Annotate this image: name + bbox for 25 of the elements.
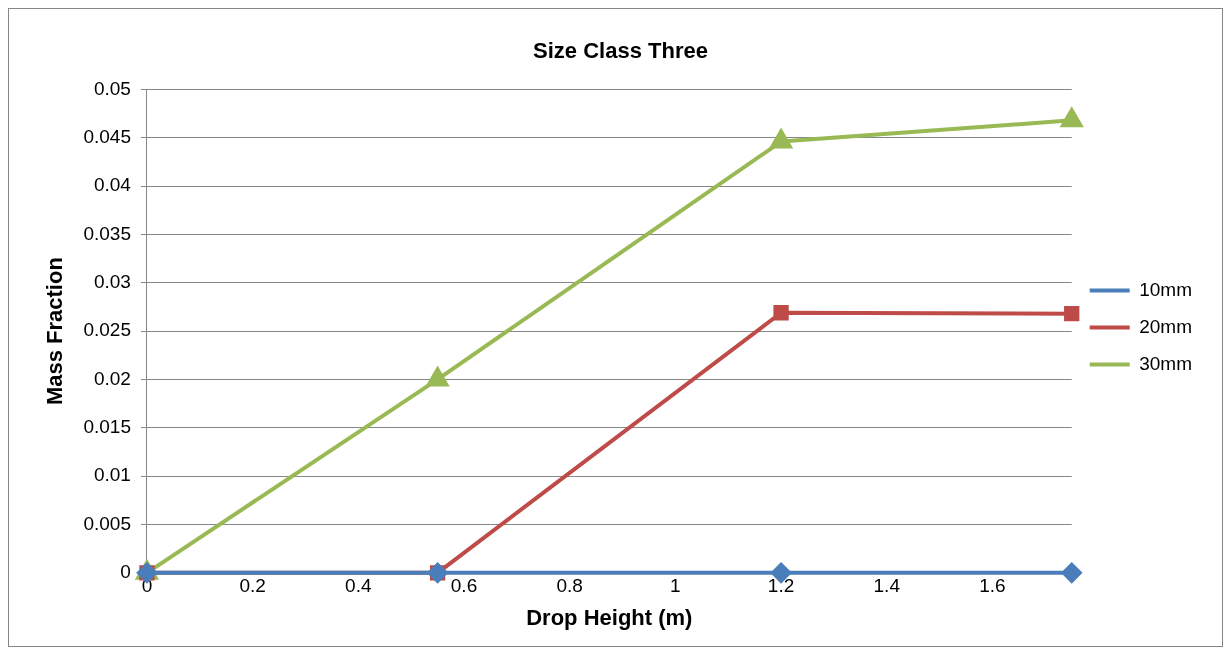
x-tick-label: 0.4 (345, 575, 372, 597)
y-tick-label: 0.02 (93, 367, 131, 389)
y-tick-label: 0.015 (83, 416, 131, 438)
y-tick-label: 0 (120, 561, 131, 583)
y-tick-label: 0.045 (83, 125, 131, 147)
y-tick-label: 0.035 (83, 222, 131, 244)
y-tick-label: 0.005 (83, 512, 131, 534)
y-axis-title: Mass Fraction (42, 257, 68, 406)
y-tick-label: 0.03 (93, 270, 131, 292)
x-axis-title: Drop Height (m) (526, 604, 693, 630)
y-tick-label: 0.05 (93, 77, 131, 99)
legend-label: 10mm (1139, 278, 1193, 300)
legend-label: 20mm (1139, 315, 1193, 337)
y-tick-label: 0.04 (93, 174, 132, 196)
y-tick-label: 0.025 (83, 319, 131, 341)
x-tick-label: 1.4 (873, 575, 901, 597)
chart-title: Size Class Three (533, 38, 708, 64)
x-tick-label: 1 (670, 575, 681, 597)
x-tick-label: 0.8 (556, 575, 583, 597)
legend-label: 30mm (1139, 352, 1193, 374)
x-tick-label: 1.2 (767, 575, 795, 597)
y-tick-label: 0.01 (93, 464, 131, 486)
x-tick-label: 1.6 (979, 575, 1006, 597)
x-tick-label: 0.2 (239, 575, 266, 597)
x-tick-label: 0.6 (450, 575, 478, 597)
